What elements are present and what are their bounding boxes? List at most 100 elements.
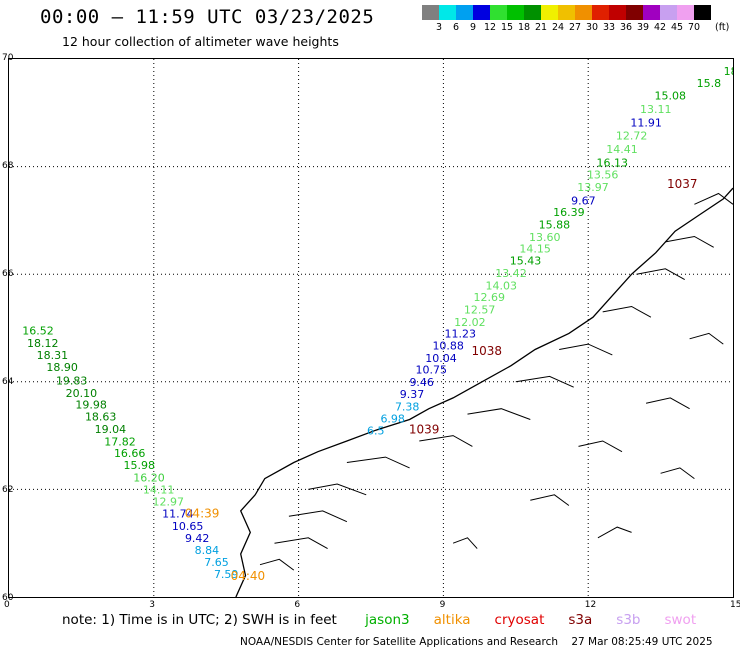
scale-swatch [694, 5, 711, 20]
scale-label: 36 [619, 22, 633, 33]
scale-swatch [524, 5, 541, 20]
lat-tick-label: 70 [2, 53, 14, 63]
scale-label: 18 [517, 22, 531, 33]
coast-fragment [452, 537, 478, 549]
coast-fragment [288, 510, 348, 523]
scale-label: 33 [602, 22, 616, 33]
coast-fragment [530, 494, 570, 506]
wave-height-value: 6.98 [380, 413, 405, 426]
lon-tick-label: 6 [294, 600, 301, 610]
coast-fragment [578, 440, 623, 453]
scale-unit: (ft) [715, 22, 730, 33]
wave-height-value: 16.66 [114, 447, 146, 460]
coast-fragment [419, 435, 473, 447]
scale-swatch [626, 5, 643, 20]
scale-label: 39 [636, 22, 650, 33]
wave-height-value: 18 [724, 65, 733, 78]
wave-height-value: 12.72 [616, 130, 648, 143]
coast-fragment [467, 408, 531, 420]
satellite-legend-item: jason3 [365, 612, 410, 628]
scale-label: 30 [585, 22, 599, 33]
wave-height-value: 12.69 [474, 291, 506, 304]
coast-fragment [602, 305, 652, 318]
lon-tick-label: 3 [149, 600, 155, 610]
satellite-legend-item: s3b [616, 612, 641, 628]
coast-fragment [660, 467, 695, 480]
coast-fragment [689, 332, 724, 345]
map-panel: 16.52 18.12 18.31 18.90 19.83 20.10 19.98 18.63… [8, 58, 734, 598]
wave-height-value: 9.42 [185, 532, 210, 545]
wave-height-value: 11.91 [630, 116, 662, 129]
wave-height-value: 13.60 [529, 231, 561, 244]
wave-height-value: 14.03 [486, 279, 518, 292]
wave-height-value: 6.5 [367, 425, 385, 438]
satellite-legend: jason3 altika cryosat s3a s3b swot [345, 612, 700, 628]
coast-fragment [259, 558, 295, 571]
scale-label: 70 [687, 22, 701, 33]
wave-height-value: 13.11 [640, 103, 672, 116]
wave-height-value: 11.74 [162, 507, 194, 520]
wave-height-value: 7.59 [214, 568, 239, 581]
scale-label: 24 [551, 22, 565, 33]
scale-label: 45 [670, 22, 684, 33]
scale-swatch [660, 5, 677, 20]
wave-height-value: 10.65 [172, 520, 204, 533]
notes-text: note: 1) Time is in UTC; 2) SWH is in fe… [62, 612, 337, 628]
map-title: 00:00 – 11:59 UTC 03/23/2025 [40, 6, 375, 28]
coast-fragment [346, 456, 410, 469]
wave-height-value: 16.39 [553, 206, 585, 219]
scale-swatch [439, 5, 456, 20]
map-annotation-label: 1038 [472, 344, 503, 358]
credit-timestamp: 27 Mar 08:25:49 UTC 2025 [571, 636, 713, 648]
lat-tick-label: 64 [2, 377, 14, 387]
coast-fragment [308, 483, 367, 496]
scale-swatch [592, 5, 609, 20]
notes-line: note: 1) Time is in UTC; 2) SWH is in fe… [62, 612, 704, 628]
map-canvas: 16.5218.1218.3118.9019.8320.1019.9818.63… [9, 59, 733, 597]
coast-fragment [694, 192, 733, 205]
coast-fragment [665, 235, 714, 248]
scale-swatch [677, 5, 694, 20]
scale-label: 9 [469, 22, 477, 33]
wave-height-value: 16.52 [22, 325, 54, 338]
wave-height-value: 14.11 [143, 484, 175, 497]
coast-fragment [597, 526, 632, 539]
coast-fragment [636, 268, 685, 281]
scale-swatch [643, 5, 660, 20]
lon-tick-label: 9 [439, 600, 446, 610]
map-subtitle: 12 hour collection of altimeter wave hei… [62, 34, 339, 49]
wave-height-value: 19.04 [95, 423, 127, 436]
wave-height-value: 18.31 [37, 349, 69, 362]
wave-height-value: 19.83 [56, 375, 88, 388]
wave-height-value: 10.04 [425, 352, 457, 365]
wave-height-value: 15.88 [539, 219, 571, 232]
wave-height-value: 18.63 [85, 411, 117, 424]
scale-label: 15 [500, 22, 514, 33]
scale-swatch [456, 5, 473, 20]
wave-height-value: 19.98 [75, 399, 107, 412]
scale-label: 42 [653, 22, 667, 33]
wave-height-value: 16.20 [133, 471, 165, 484]
wave-height-value: 18.12 [27, 337, 59, 350]
wave-height-value: 8.84 [195, 544, 220, 557]
scale-swatch [541, 5, 558, 20]
wave-height-value: 9.67 [571, 194, 596, 207]
wave-height-value: 17.82 [104, 435, 136, 448]
coast-fragment [645, 397, 690, 410]
scale-swatch [558, 5, 575, 20]
wave-height-value: 13.56 [587, 168, 619, 181]
scale-swatch [490, 5, 507, 20]
lat-tick-label: 66 [2, 269, 14, 279]
wave-height-value: 10.75 [416, 364, 448, 377]
wave-height-value: 12.02 [454, 316, 486, 329]
wave-height-value: 12.57 [464, 304, 496, 317]
scale-swatch [575, 5, 592, 20]
wave-height-value: 13.42 [495, 267, 527, 280]
wave-height-value: 11.23 [445, 328, 477, 341]
wave-height-value: 15.08 [655, 89, 687, 102]
lon-tick-label: 12 [584, 600, 597, 610]
lat-tick-label: 68 [2, 161, 14, 171]
scale-label: 21 [534, 22, 548, 33]
wave-height-value: 10.88 [432, 340, 464, 353]
wave-height-value: 9.46 [409, 376, 434, 389]
